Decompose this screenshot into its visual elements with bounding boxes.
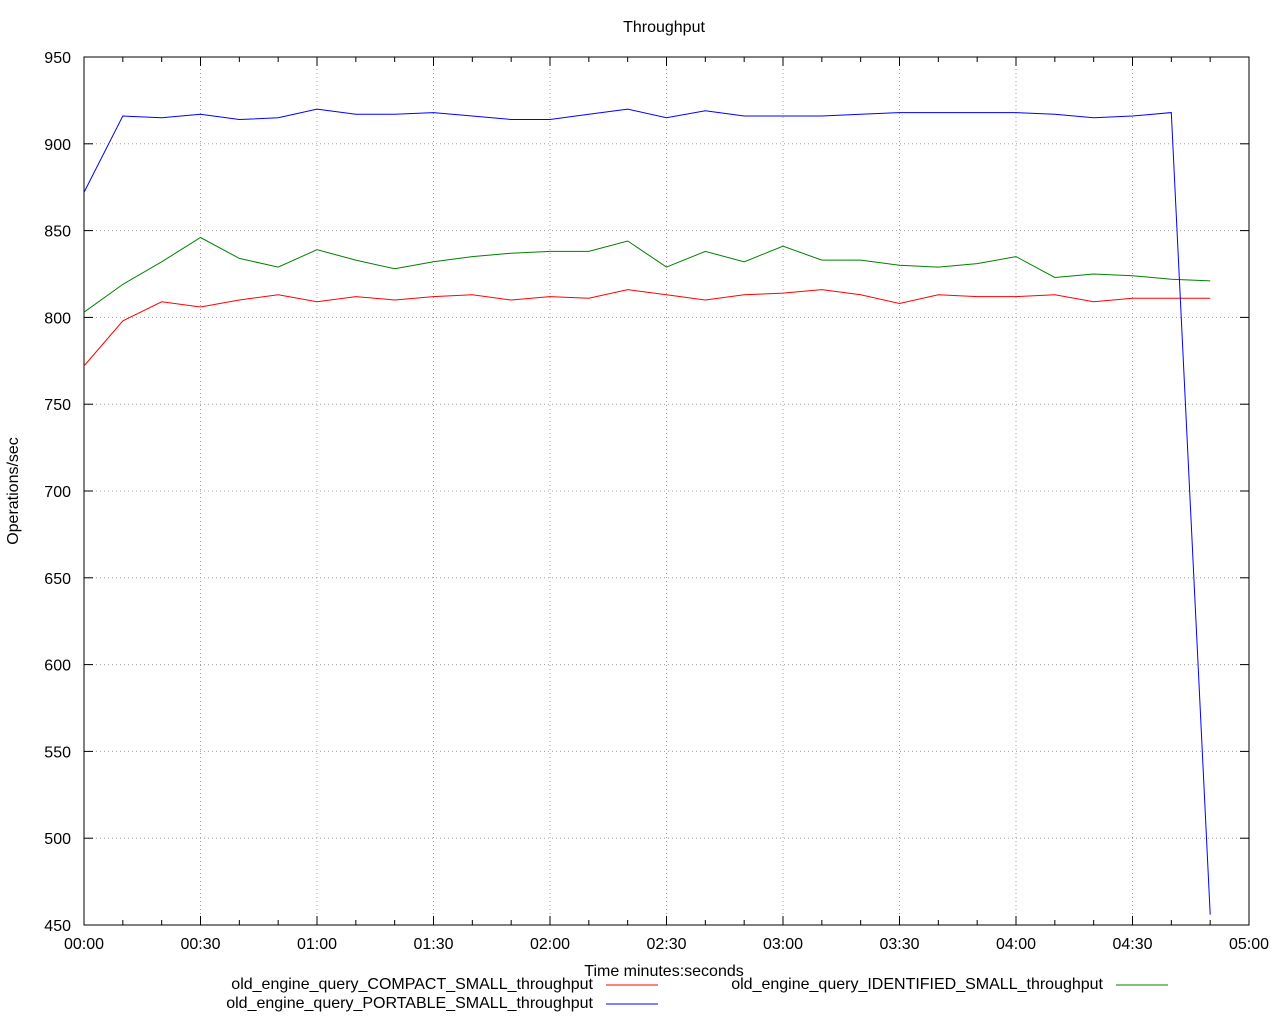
x-axis-label: Time minutes:seconds (584, 963, 743, 980)
y-tick-label: 950 (44, 50, 71, 67)
y-tick-label: 600 (44, 658, 71, 675)
x-axis-tick-labels: 00:00 00:30 01:00 01:30 02:00 02:30 03:00 03:30… (64, 936, 1269, 953)
y-tick-label: 650 (44, 571, 71, 588)
legend-entry-identified: old_engine_query_IDENTIFIED_SMALL_throug… (731, 976, 1168, 993)
series-line-0 (83, 289, 1211, 367)
y-tick-label: 850 (44, 224, 71, 241)
y-tick-label: 800 (44, 310, 71, 327)
y-axis-tick-labels: 450 500 550 600 650 700 750 800 850 900 950 (44, 50, 71, 935)
legend: old_engine_query_COMPACT_SMALL_throughpu… (226, 976, 1168, 1012)
x-tick-label: 00:00 (64, 936, 104, 953)
series-line-1 (83, 236, 1211, 313)
y-tick-label: 700 (44, 484, 71, 501)
legend-label-identified: old_engine_query_IDENTIFIED_SMALL_throug… (731, 976, 1103, 993)
x-tick-label: 04:30 (1112, 936, 1152, 953)
x-tick-label: 03:30 (879, 936, 919, 953)
legend-entry-compact: old_engine_query_COMPACT_SMALL_throughpu… (231, 976, 658, 993)
y-tick-label: 900 (44, 137, 71, 154)
legend-label-compact: old_engine_query_COMPACT_SMALL_throughpu… (231, 976, 593, 993)
x-tick-label: 01:00 (297, 936, 337, 953)
x-tick-label: 01:30 (413, 936, 453, 953)
series-line-2 (83, 108, 1211, 915)
chart-title: Throughput (623, 19, 705, 36)
x-tick-label: 03:00 (763, 936, 803, 953)
legend-label-portable: old_engine_query_PORTABLE_SMALL_throughp… (226, 995, 593, 1012)
axis-ticks (83, 56, 1250, 926)
x-tick-label: 05:00 (1229, 936, 1269, 953)
y-tick-label: 750 (44, 397, 71, 414)
y-tick-label: 550 (44, 744, 71, 761)
x-tick-label: 04:00 (996, 936, 1036, 953)
x-tick-label: 02:00 (530, 936, 570, 953)
series-lines (83, 108, 1211, 915)
x-tick-label: 02:30 (646, 936, 686, 953)
y-axis-label: Operations/sec (5, 437, 22, 545)
x-tick-label: 00:30 (180, 936, 220, 953)
legend-entry-portable: old_engine_query_PORTABLE_SMALL_throughp… (226, 995, 658, 1012)
grid-lines (84, 57, 1249, 925)
y-tick-label: 500 (44, 831, 71, 848)
y-tick-label: 450 (44, 918, 71, 935)
